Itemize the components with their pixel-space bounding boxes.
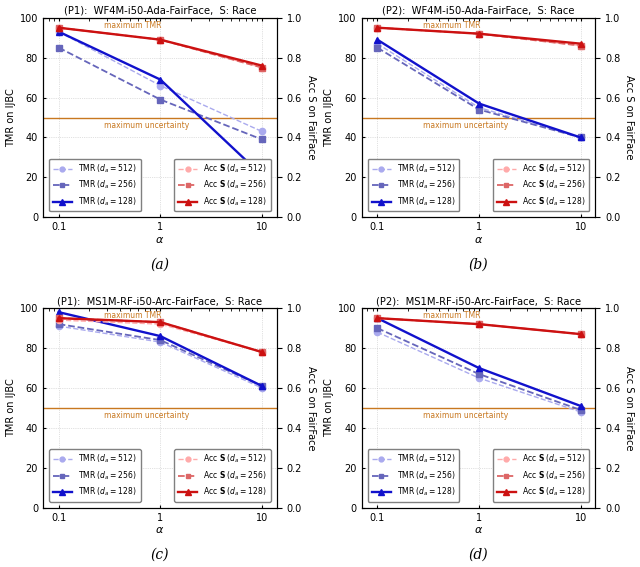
Text: (a): (a) [150,257,170,271]
X-axis label: $\alpha$: $\alpha$ [474,526,483,535]
Text: maximum uncertainty: maximum uncertainty [423,121,508,129]
Legend: Acc $\mathbf{S}$ ($d_a = 512$), Acc $\mathbf{S}$ ($d_a = 256$), Acc $\mathbf{S}$: Acc $\mathbf{S}$ ($d_a = 512$), Acc $\ma… [174,449,271,502]
Y-axis label: Acc S on FairFace: Acc S on FairFace [306,75,316,160]
Text: maximum uncertainty: maximum uncertainty [104,121,189,129]
Title: (P2):  WF4M-i50-Ada-FairFace,  S: Race: (P2): WF4M-i50-Ada-FairFace, S: Race [382,6,575,15]
Text: (d): (d) [468,548,488,562]
Y-axis label: Acc S on FairFace: Acc S on FairFace [625,75,634,160]
Text: maximum TMR: maximum TMR [423,21,480,29]
X-axis label: $\alpha$: $\alpha$ [156,526,164,535]
Y-axis label: TMR on IJBC: TMR on IJBC [324,379,334,437]
Legend: Acc $\mathbf{S}$ ($d_a = 512$), Acc $\mathbf{S}$ ($d_a = 256$), Acc $\mathbf{S}$: Acc $\mathbf{S}$ ($d_a = 512$), Acc $\ma… [174,159,271,211]
Text: maximum TMR: maximum TMR [104,21,162,29]
Legend: TMR ($d_a = 512$), TMR ($d_a = 256$), TMR ($d_a = 128$): TMR ($d_a = 512$), TMR ($d_a = 256$), TM… [368,449,459,502]
Y-axis label: TMR on IJBC: TMR on IJBC [6,379,15,437]
Text: (b): (b) [468,257,488,271]
Text: maximum TMR: maximum TMR [104,311,162,320]
Legend: Acc $\mathbf{S}$ ($d_a = 512$), Acc $\mathbf{S}$ ($d_a = 256$), Acc $\mathbf{S}$: Acc $\mathbf{S}$ ($d_a = 512$), Acc $\ma… [493,159,589,211]
Legend: TMR ($d_a = 512$), TMR ($d_a = 256$), TMR ($d_a = 128$): TMR ($d_a = 512$), TMR ($d_a = 256$), TM… [49,159,141,211]
Text: (c): (c) [150,548,169,562]
Text: maximum uncertainty: maximum uncertainty [104,411,189,420]
Title: (P1):  MS1M-RF-i50-Arc-FairFace,  S: Race: (P1): MS1M-RF-i50-Arc-FairFace, S: Race [58,296,262,306]
Legend: Acc $\mathbf{S}$ ($d_a = 512$), Acc $\mathbf{S}$ ($d_a = 256$), Acc $\mathbf{S}$: Acc $\mathbf{S}$ ($d_a = 512$), Acc $\ma… [493,449,589,502]
Y-axis label: TMR on IJBC: TMR on IJBC [6,88,15,147]
Legend: TMR ($d_a = 512$), TMR ($d_a = 256$), TMR ($d_a = 128$): TMR ($d_a = 512$), TMR ($d_a = 256$), TM… [368,159,459,211]
Y-axis label: Acc S on FairFace: Acc S on FairFace [625,366,634,450]
X-axis label: $\alpha$: $\alpha$ [474,235,483,245]
Y-axis label: TMR on IJBC: TMR on IJBC [324,88,334,147]
Title: (P1):  WF4M-i50-Ada-FairFace,  S: Race: (P1): WF4M-i50-Ada-FairFace, S: Race [63,6,256,15]
X-axis label: $\alpha$: $\alpha$ [156,235,164,245]
Y-axis label: Acc S on FairFace: Acc S on FairFace [306,366,316,450]
Legend: TMR ($d_a = 512$), TMR ($d_a = 256$), TMR ($d_a = 128$): TMR ($d_a = 512$), TMR ($d_a = 256$), TM… [49,449,141,502]
Title: (P2):  MS1M-RF-i50-Arc-FairFace,  S: Race: (P2): MS1M-RF-i50-Arc-FairFace, S: Race [376,296,581,306]
Text: maximum uncertainty: maximum uncertainty [423,411,508,420]
Text: maximum TMR: maximum TMR [423,311,480,320]
